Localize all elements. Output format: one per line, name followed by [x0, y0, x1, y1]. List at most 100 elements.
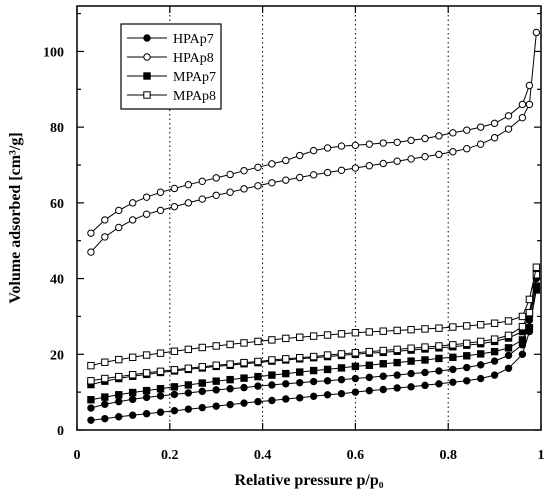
series-hpap7-point	[254, 382, 262, 390]
series-hpap7-point	[365, 373, 374, 382]
series-hpap7-point	[393, 371, 401, 379]
series-mpap7-point	[351, 362, 360, 371]
series-mpap7-point	[463, 352, 471, 360]
legend-marker	[143, 34, 151, 42]
series-hpap8-point	[379, 159, 387, 168]
series-hpap7-point	[518, 350, 527, 358]
series-mpap8-point	[365, 347, 374, 356]
series-hpap8-point	[268, 160, 276, 168]
series-mpap7-adsorption-line	[90, 289, 537, 401]
series-mpap7-point	[87, 396, 95, 404]
series-hpap7-point	[170, 406, 179, 415]
series-hpap8-point	[142, 193, 151, 201]
series-hpap7-point	[490, 371, 499, 379]
series-mpap8-point	[476, 321, 485, 329]
series-mpap7-point	[421, 356, 429, 364]
series-hpap7-point	[87, 416, 95, 424]
series-hpap8-point	[198, 177, 206, 185]
series-mpap7-point	[337, 364, 346, 372]
series-hpap8-point	[518, 100, 527, 109]
series-hpap7-point	[309, 377, 318, 386]
series-hpap7-point	[337, 375, 346, 384]
series-hpap7-point	[240, 399, 248, 407]
series-hpap8-point	[296, 151, 304, 160]
series-hpap8-point	[490, 134, 499, 142]
series-hpap7-point	[128, 411, 137, 419]
series-hpap8-point	[407, 136, 415, 145]
series-mpap8-point	[532, 263, 541, 271]
series-mpap8-point	[407, 344, 415, 352]
series-hpap8-point	[128, 216, 137, 224]
series-hpap8-point	[240, 166, 248, 175]
series-mpap8-point	[476, 337, 485, 346]
series-hpap8-point	[128, 199, 137, 207]
series-mpap7-point	[435, 354, 443, 363]
series-mpap8-point	[435, 342, 443, 350]
series-mpap8-point	[463, 322, 471, 330]
series-hpap8-point	[268, 179, 276, 187]
series-hpap8-point	[212, 174, 220, 182]
legend-label: MPAp8	[173, 89, 216, 104]
series-hpap7-point	[463, 377, 471, 385]
series-mpap8-point	[296, 333, 304, 341]
series-hpap7-point	[435, 367, 443, 375]
series-hpap7-point	[184, 405, 193, 413]
series-hpap8-point	[282, 176, 290, 184]
series-hpap7-point	[226, 385, 234, 393]
series-hpap7-point	[504, 351, 513, 360]
series-mpap8-point	[282, 334, 290, 343]
series-mpap7-point	[226, 375, 234, 384]
series-mpap7-point	[198, 379, 206, 387]
series-hpap8-point	[226, 170, 234, 179]
plot-frame	[76, 5, 542, 431]
series-mpap7-point	[449, 353, 457, 362]
series-hpap8-point	[337, 166, 346, 175]
series-hpap8-point	[337, 142, 346, 150]
series-hpap7-point	[268, 381, 276, 389]
series-hpap8-point	[379, 139, 387, 147]
series-mpap8-point	[379, 346, 387, 355]
series-hpap7-point	[351, 388, 360, 396]
series-mpap8-point	[101, 374, 109, 383]
series-hpap8-point	[463, 145, 471, 153]
series-hpap7-point	[128, 395, 137, 404]
series-hpap7-point	[115, 413, 123, 421]
series-mpap8-point	[184, 364, 193, 372]
series-hpap8-point	[435, 132, 443, 140]
series-hpap8-point	[365, 162, 374, 170]
series-hpap8-point	[101, 216, 109, 224]
series-mpap8-point	[128, 353, 137, 362]
series-hpap8-point	[226, 188, 234, 196]
series-mpap7-point	[282, 369, 290, 378]
legend-marker	[143, 72, 151, 80]
series-mpap7-point	[170, 383, 179, 391]
series-hpap8-point	[351, 164, 360, 172]
series-hpap7-point	[379, 372, 387, 380]
y-axis-title: Volume adsorbed [cm³/g]	[7, 132, 24, 303]
y-tick-label: 100	[43, 45, 64, 60]
series-hpap7-point	[198, 403, 206, 412]
series-mpap7-point	[156, 385, 165, 393]
series-hpap7-point	[296, 394, 304, 402]
series-hpap7-point	[184, 389, 193, 397]
series-mpap8-point	[449, 323, 457, 331]
legend-label: MPAp7	[173, 70, 216, 85]
legend-marker	[143, 91, 151, 99]
series-mpap7-point	[254, 372, 262, 381]
series-mpap8	[87, 263, 541, 385]
series-hpap8-point	[170, 184, 179, 193]
series-hpap7-point	[449, 365, 457, 374]
series-hpap8-point	[115, 206, 123, 215]
series-mpap8-point	[142, 369, 151, 377]
legend-label: HPAp7	[173, 32, 214, 47]
series-hpap8-point	[476, 123, 485, 131]
series-hpap7-point	[212, 402, 220, 410]
series-mpap8-point	[115, 372, 123, 381]
series-hpap7-point	[393, 384, 401, 392]
series-hpap7-point	[282, 395, 290, 403]
series-mpap8-point	[449, 341, 457, 349]
series-hpap7-point	[421, 368, 429, 377]
series-mpap7-point	[184, 381, 193, 389]
series-mpap8-point	[282, 355, 290, 363]
series-mpap8-point	[393, 345, 401, 354]
